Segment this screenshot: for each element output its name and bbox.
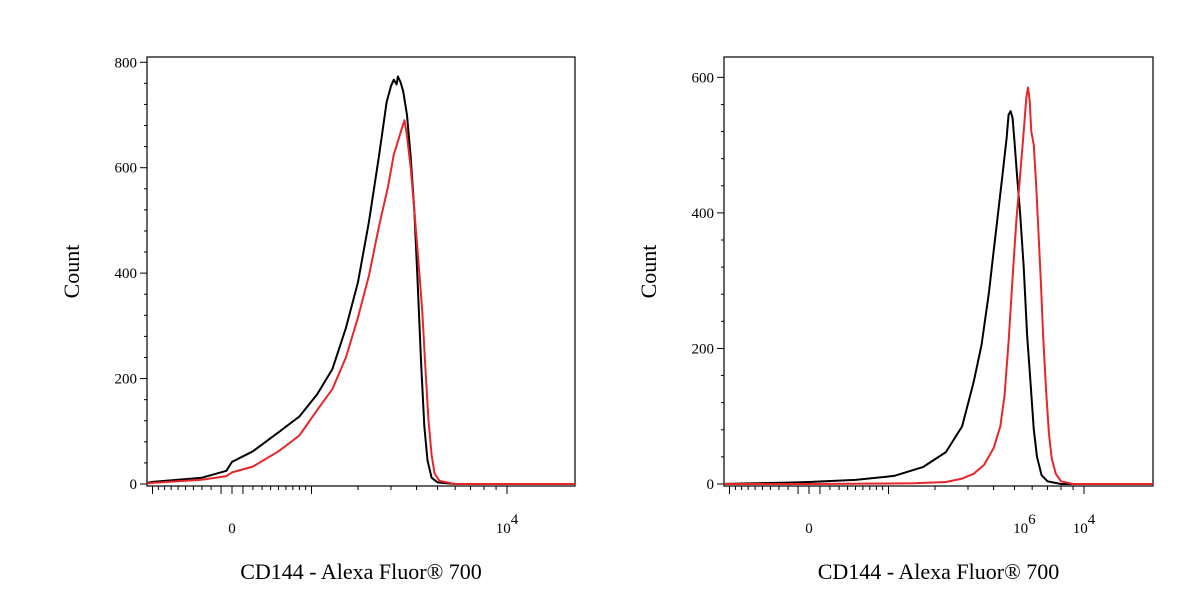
x-tick-exponent: 4 bbox=[511, 512, 519, 528]
histogram-series-2 bbox=[147, 119, 575, 485]
y-tick-label: 0 bbox=[130, 477, 138, 493]
y-axis-label: Count bbox=[59, 245, 84, 299]
y-tick-label: 0 bbox=[707, 477, 715, 493]
x-tick-base: 0 bbox=[805, 521, 813, 537]
x-axis-label: CD144 - Alexa Fluor® 700 bbox=[240, 559, 482, 584]
y-tick-label: 200 bbox=[692, 341, 715, 357]
x-tick-base: 0 bbox=[228, 521, 236, 537]
x-tick-label: 104 bbox=[496, 512, 519, 537]
x-tick-base: 10 bbox=[1013, 521, 1028, 537]
x-tick-label: 0 bbox=[228, 521, 236, 537]
plot-frame bbox=[146, 56, 576, 487]
x-tick-base: 10 bbox=[496, 521, 511, 537]
y-tick-label: 400 bbox=[692, 206, 715, 222]
chart-panel-2: 0200400600Count0104106CD144 - Alexa Fluo… bbox=[636, 56, 1154, 584]
histogram-series-1 bbox=[724, 110, 1153, 485]
y-axis-label: Count bbox=[636, 245, 661, 299]
histogram-series-2 bbox=[724, 86, 1153, 485]
plot-frame bbox=[723, 56, 1154, 487]
x-tick-exponent: 6 bbox=[1028, 512, 1036, 528]
x-tick-label: 104 bbox=[1073, 512, 1096, 537]
y-tick-label: 400 bbox=[115, 266, 138, 282]
x-axis-label: CD144 - Alexa Fluor® 700 bbox=[818, 559, 1060, 584]
y-tick-label: 600 bbox=[115, 161, 138, 177]
x-tick-exponent: 4 bbox=[1088, 512, 1096, 528]
y-tick-label: 200 bbox=[115, 372, 138, 388]
x-tick-label: 106 bbox=[1013, 512, 1036, 537]
y-tick-label: 600 bbox=[692, 70, 715, 86]
histogram-series-1 bbox=[147, 75, 575, 485]
x-tick-label: 0 bbox=[805, 521, 813, 537]
y-tick-label: 800 bbox=[115, 55, 138, 71]
x-tick-base: 10 bbox=[1073, 521, 1088, 537]
